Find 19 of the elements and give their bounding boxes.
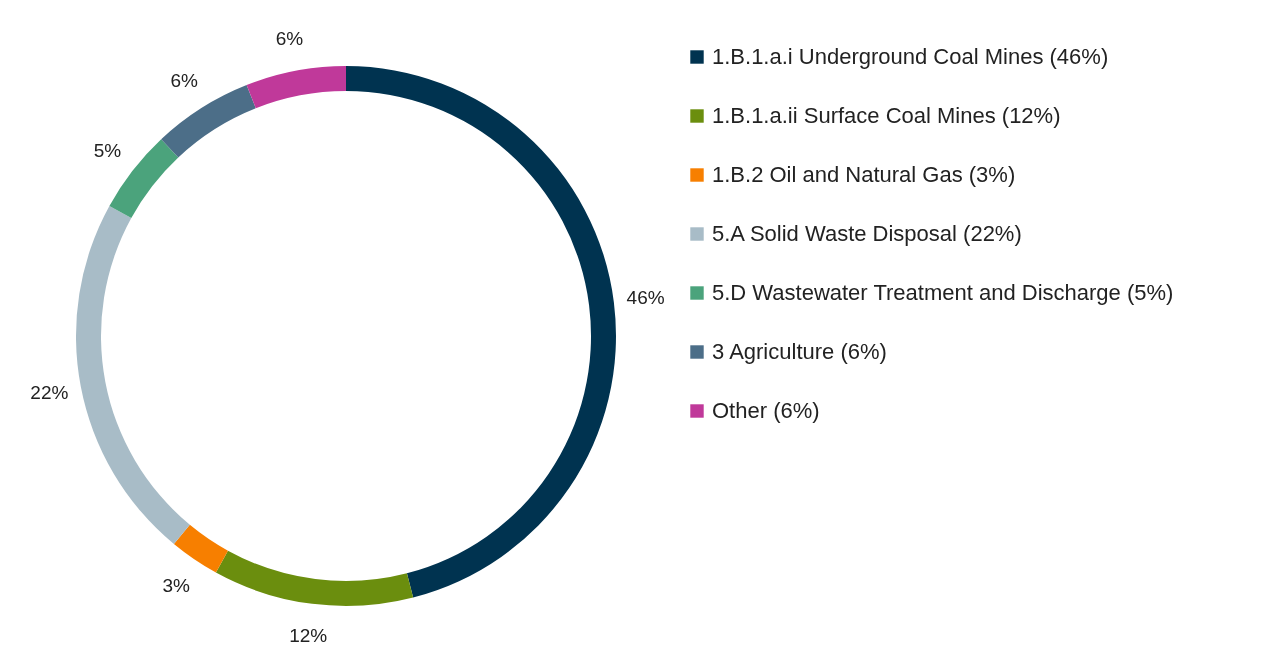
donut-slice xyxy=(246,66,346,109)
legend-label: Other (6%) xyxy=(712,398,820,423)
donut-slice xyxy=(173,524,228,573)
data-label: 46% xyxy=(626,287,665,309)
legend-label: 3 Agriculture (6%) xyxy=(712,339,887,364)
data-label: 5% xyxy=(93,139,122,161)
legend-label: 1.B.1.a.i Underground Coal Mines (46%) xyxy=(712,44,1109,69)
data-label: 6% xyxy=(275,28,304,50)
data-label: 22% xyxy=(30,381,69,403)
donut-slice xyxy=(76,205,190,545)
legend-label: 1.B.1.a.ii Surface Coal Mines (12%) xyxy=(712,103,1061,128)
legend-label: 5.D Wastewater Treatment and Discharge (5%) xyxy=(712,280,1174,305)
data-label: 6% xyxy=(170,70,199,92)
legend-label: 5.A Solid Waste Disposal (22%) xyxy=(712,221,1022,246)
donut-slice xyxy=(215,550,414,606)
data-label: 3% xyxy=(162,574,191,596)
legend-label: 1.B.2 Oil and Natural Gas (3%) xyxy=(712,162,1016,187)
donut-slice xyxy=(346,66,616,598)
data-label: 12% xyxy=(289,624,328,646)
